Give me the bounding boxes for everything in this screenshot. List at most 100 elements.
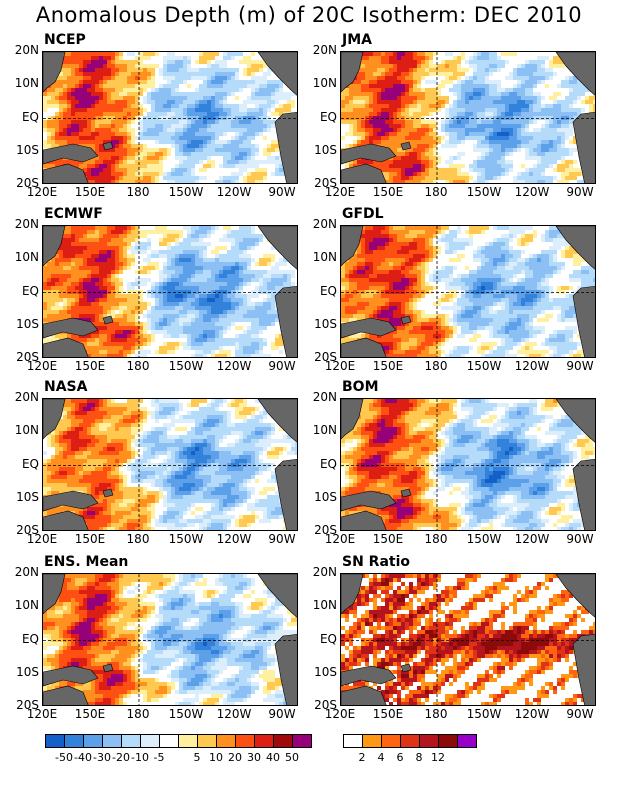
y-tick-label: 20N	[14, 390, 39, 404]
x-tick-label: 180	[126, 359, 150, 373]
panel-title: SN Ratio	[342, 554, 411, 570]
y-tick-label: 20S	[314, 176, 337, 190]
heatmap	[340, 573, 596, 706]
colorbar-swatch	[362, 734, 382, 748]
panel-title: ENS. Mean	[44, 554, 129, 570]
colorbar-label: -20	[112, 751, 130, 764]
landmass	[43, 143, 99, 165]
landmass	[257, 399, 297, 443]
x-tick-label: 150E	[372, 532, 404, 546]
landmass	[43, 317, 99, 339]
colorbar-swatch	[254, 734, 274, 748]
y-tick-label: 10S	[314, 142, 337, 157]
landmass	[257, 574, 297, 618]
landmass	[341, 317, 397, 339]
landmass	[43, 163, 89, 183]
colorbar-label: 10	[209, 751, 223, 764]
landmass	[341, 574, 364, 615]
x-tick-label: 180	[424, 185, 448, 199]
y-tick-label: 20S	[16, 698, 39, 712]
landmass	[341, 685, 387, 705]
landmass	[257, 226, 297, 270]
landmass	[43, 490, 99, 512]
x-tick-label: 120W	[514, 359, 550, 373]
landmass	[274, 458, 297, 530]
y-tick-label: 10S	[314, 664, 337, 679]
colorbar-label: -50	[55, 751, 73, 764]
x-tick-label: 150E	[372, 185, 404, 199]
x-tick-label: 120W	[514, 532, 550, 546]
landmass	[341, 143, 397, 165]
y-tick-label: EQ	[21, 631, 39, 646]
heatmap	[340, 51, 596, 184]
x-tick-label: 150E	[372, 359, 404, 373]
landmass	[572, 111, 595, 183]
sn-ratio-colorbar	[343, 734, 477, 748]
y-tick-label: 20N	[312, 217, 337, 231]
x-tick-label: 150W	[168, 707, 204, 721]
colorbar-swatch	[419, 734, 439, 748]
y-tick-label: EQ	[21, 283, 39, 298]
colorbar-label: -30	[93, 751, 111, 764]
x-tick-label: 120E	[324, 532, 356, 546]
y-tick-label: 10N	[312, 76, 337, 91]
anomaly-colorbar	[45, 734, 312, 748]
colorbar-swatch	[64, 734, 84, 748]
landmass	[43, 337, 89, 357]
x-tick-label: 120E	[26, 359, 58, 373]
landmass	[572, 285, 595, 357]
y-tick-label: 10S	[16, 142, 39, 157]
y-tick-label: EQ	[319, 283, 337, 298]
landmass	[555, 52, 595, 96]
y-tick-label: 20N	[312, 565, 337, 579]
y-tick-label: 20S	[314, 523, 337, 537]
x-tick-label: 180	[424, 359, 448, 373]
colorbar-label: 5	[193, 751, 201, 764]
x-tick-label: 150E	[74, 359, 106, 373]
colorbar-swatch	[400, 734, 420, 748]
x-tick-label: 150W	[168, 359, 204, 373]
landmass	[400, 488, 412, 498]
y-tick-label: 20S	[16, 523, 39, 537]
y-tick-label: 20N	[312, 390, 337, 404]
colorbar-swatch	[457, 734, 477, 748]
heatmap	[42, 51, 298, 184]
x-tick-label: 150E	[372, 707, 404, 721]
panel-title: JMA	[342, 32, 372, 48]
x-tick-label: 120E	[324, 707, 356, 721]
x-tick-label: 120E	[324, 185, 356, 199]
x-tick-label: 150E	[74, 707, 106, 721]
x-tick-label: 90W	[268, 185, 296, 199]
heatmap	[42, 573, 298, 706]
landmass	[400, 663, 412, 673]
landmass	[555, 574, 595, 618]
y-tick-label: 10N	[312, 423, 337, 438]
x-tick-label: 90W	[566, 707, 594, 721]
x-tick-label: 150E	[74, 532, 106, 546]
colorbar-swatch	[159, 734, 179, 748]
x-tick-label: 150W	[168, 532, 204, 546]
y-tick-label: 10N	[312, 598, 337, 613]
y-tick-label: 20N	[14, 217, 39, 231]
colorbar-swatch	[216, 734, 236, 748]
landmass	[555, 399, 595, 443]
y-tick-label: 20S	[314, 698, 337, 712]
y-tick-label: 20S	[314, 350, 337, 364]
page-title: Anomalous Depth (m) of 20C Isotherm: DEC…	[35, 3, 583, 27]
y-tick-label: 20N	[312, 43, 337, 57]
colorbar-label: 8	[415, 751, 423, 764]
y-tick-label: 10S	[16, 316, 39, 331]
x-tick-label: 150W	[466, 532, 502, 546]
x-tick-label: 180	[126, 185, 150, 199]
y-tick-label: 10S	[314, 316, 337, 331]
colorbar-swatch	[235, 734, 255, 748]
y-tick-label: EQ	[319, 456, 337, 471]
x-tick-label: 150W	[466, 185, 502, 199]
landmass	[572, 633, 595, 705]
landmass	[341, 665, 397, 687]
landmass	[341, 399, 364, 440]
colorbar-label: -10	[131, 751, 149, 764]
landmass	[102, 315, 114, 325]
y-tick-label: 10N	[312, 250, 337, 265]
colorbar-swatch	[381, 734, 401, 748]
